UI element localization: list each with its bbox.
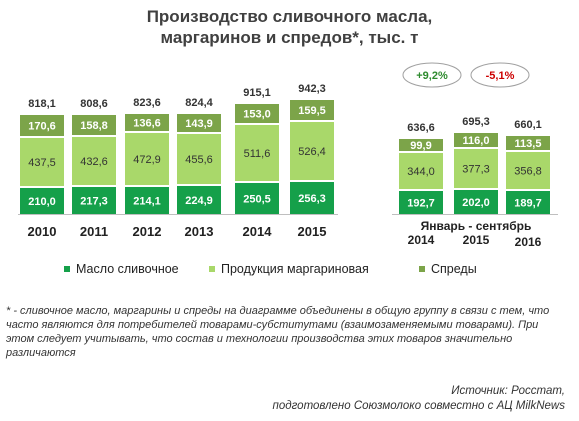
bar-segment-margarine: [20, 138, 64, 186]
bar-segment-margarine: [290, 122, 334, 180]
growth-label: +9,2%: [416, 70, 448, 82]
bar-segment-butter: [290, 182, 334, 214]
data-label-butter: 250,5: [243, 194, 271, 206]
growth-oval: [470, 62, 530, 88]
data-label-spreads: 99,9: [410, 140, 431, 152]
category-label-ytd: 2015: [463, 233, 490, 247]
title-line-1: Производство сливочного масла,: [146, 7, 433, 26]
bar-segment-margarine: [454, 149, 498, 188]
data-label-spreads: 136,6: [133, 118, 161, 130]
bar-segment-margarine: [125, 133, 169, 185]
data-label-spreads: 158,8: [80, 120, 108, 132]
data-label-margarine: 526,4: [298, 146, 326, 158]
bar-segment-margarine: [177, 134, 221, 184]
data-label-butter: 210,0: [28, 196, 56, 208]
category-label-ytd: 2016: [515, 235, 542, 249]
total-label: 915,1: [243, 87, 271, 99]
data-label-spreads: 170,6: [28, 121, 56, 133]
bar-segment-spreads: [20, 115, 64, 136]
data-label-spreads: 143,9: [185, 118, 213, 130]
data-label-margarine: 432,6: [80, 156, 108, 168]
legend-swatch-spreads: [419, 266, 425, 272]
legend-item-margarine: Продукция маргариновая: [209, 262, 369, 276]
data-label-butter: 189,7: [514, 198, 542, 210]
category-label-ytd: 2014: [408, 233, 435, 247]
chart-title: Производство сливочного масла, маргарино…: [0, 6, 579, 48]
data-label-margarine: 511,6: [244, 148, 271, 160]
title-line-2: маргаринов и спредов*, тыс. т: [160, 28, 419, 47]
category-label: 2013: [185, 224, 214, 239]
data-label-margarine: 377,3: [462, 164, 490, 176]
stacked-bar-chart: 210,0 437,5 170,6 818,1 2010 217,3 432,6 158,8 8…: [18, 62, 558, 249]
data-label-spreads: 116,0: [463, 135, 490, 147]
bar-segment-spreads: [290, 100, 334, 120]
total-label: 660,1: [514, 119, 542, 131]
bar-segment-spreads: [454, 133, 498, 147]
bar-segment-butter: [20, 188, 64, 214]
total-label: 818,1: [28, 98, 56, 110]
footnote: * - сливочное масло, маргарины и спреды …: [6, 305, 550, 359]
legend: Масло сливочное Продукция маргариновая С…: [0, 262, 579, 280]
bar-segment-butter: [235, 183, 279, 214]
legend-label-spreads: Спреды: [431, 262, 477, 276]
data-label-spreads: 159,5: [298, 105, 326, 117]
source-line-2: подготовлено Союзмолоко совместно с АЦ M…: [272, 400, 565, 412]
data-label-butter: 224,9: [185, 195, 213, 207]
data-label-butter: 192,7: [407, 198, 435, 210]
data-label-butter: 217,3: [80, 196, 108, 208]
bar-segment-margarine: [399, 153, 443, 189]
bar-segment-spreads: [125, 114, 169, 131]
legend-label-butter: Масло сливочное: [76, 262, 179, 276]
bar-segment-spreads: [235, 104, 279, 123]
category-label: 2010: [28, 224, 57, 239]
data-label-margarine: 455,6: [185, 154, 213, 166]
legend-label-margarine: Продукция маргариновая: [221, 262, 369, 276]
legend-item-butter: Масло сливочное: [64, 262, 179, 276]
category-label: 2011: [80, 224, 108, 239]
bar-segment-butter: [125, 187, 169, 214]
bar-segment-spreads: [177, 114, 221, 132]
total-label: 942,3: [298, 83, 326, 95]
bar-segment-spreads: [506, 136, 550, 150]
bar-segment-butter: [72, 187, 116, 214]
source-line-1: Источник: Росстат,: [451, 385, 565, 397]
bar-segment-margarine: [72, 137, 116, 185]
data-label-butter: 202,0: [462, 197, 490, 209]
category-label: 2015: [298, 224, 327, 239]
bar-segment-butter: [177, 186, 221, 214]
category-label: 2014: [243, 224, 273, 239]
legend-swatch-butter: [64, 266, 70, 272]
data-label-butter: 256,3: [298, 193, 326, 205]
data-label-butter: 214,1: [133, 196, 161, 208]
data-label-spreads: 113,5: [515, 138, 542, 150]
bar-segment-butter: [454, 190, 498, 214]
growth-oval: [402, 62, 462, 88]
bar-segment-butter: [506, 191, 550, 214]
total-label: 823,6: [133, 97, 161, 109]
bar-segment-spreads: [399, 139, 443, 151]
growth-label: -5,1%: [486, 70, 515, 82]
source-note: Источник: Росстат, подготовлено Союзмоло…: [273, 384, 565, 414]
bar-segment-spreads: [72, 115, 116, 135]
bar-segment-butter: [399, 191, 443, 214]
total-label: 808,6: [80, 98, 108, 110]
legend-swatch-margarine: [209, 266, 215, 272]
legend-item-spreads: Спреды: [419, 262, 477, 276]
data-label-margarine: 472,9: [133, 154, 161, 166]
group-label: Январь - сентябрь: [421, 219, 532, 233]
total-label: 824,4: [185, 97, 213, 109]
data-label-spreads: 153,0: [243, 109, 271, 121]
total-label: 636,6: [407, 122, 435, 134]
total-label: 695,3: [462, 116, 490, 128]
data-label-margarine: 437,5: [28, 157, 56, 169]
bar-segment-margarine: [235, 125, 279, 181]
bar-segment-margarine: [506, 152, 550, 189]
category-label: 2012: [133, 224, 162, 239]
data-label-margarine: 344,0: [407, 166, 435, 178]
data-label-margarine: 356,8: [514, 166, 542, 178]
